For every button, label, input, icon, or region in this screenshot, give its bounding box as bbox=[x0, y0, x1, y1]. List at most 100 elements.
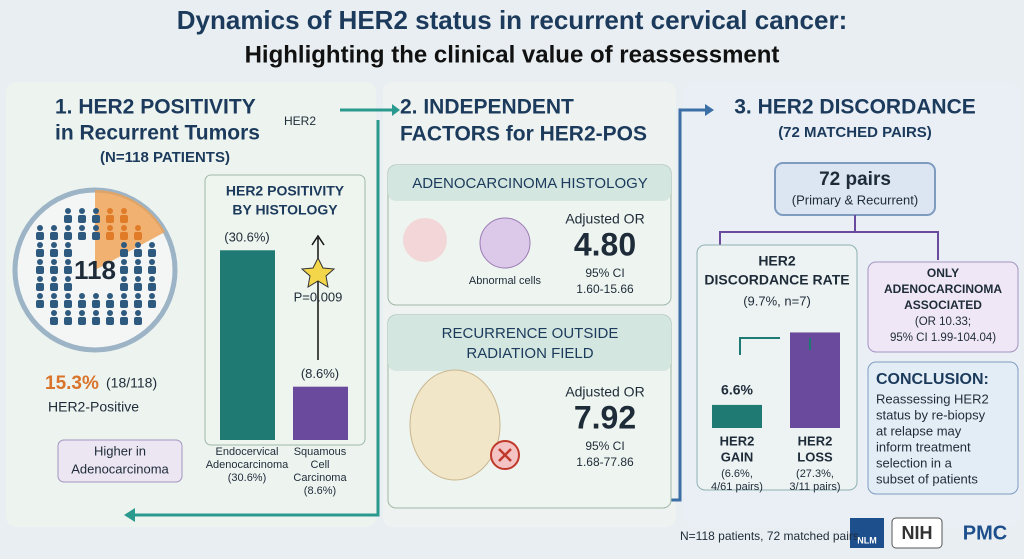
logo: NLM bbox=[857, 535, 877, 545]
person-icon bbox=[64, 249, 72, 257]
person-icon bbox=[65, 242, 71, 248]
person-icon bbox=[92, 215, 100, 223]
person-icon bbox=[135, 293, 141, 299]
or-label: Adjusted OR bbox=[565, 384, 644, 400]
person-icon bbox=[65, 276, 71, 282]
person-icon bbox=[79, 310, 85, 316]
heading: (72 MATCHED PAIRS) bbox=[778, 124, 932, 141]
person-icon bbox=[135, 276, 141, 282]
logo-box bbox=[850, 518, 884, 548]
footer-note: N=118 patients, 72 matched pairs bbox=[680, 529, 859, 543]
person-icon bbox=[51, 293, 57, 299]
person-icon bbox=[121, 259, 127, 265]
total: 118 bbox=[74, 255, 116, 285]
chart-title: BY HISTOLOGY bbox=[232, 202, 338, 218]
connector bbox=[719, 215, 939, 260]
conclusion-text: at relapse may bbox=[876, 423, 962, 438]
person-icon bbox=[78, 317, 86, 325]
person-icon bbox=[135, 259, 141, 265]
person-icon bbox=[64, 283, 72, 291]
or-value: 4.80 bbox=[574, 226, 636, 262]
person-icon bbox=[148, 300, 156, 308]
person-icon bbox=[36, 283, 44, 291]
heading: (N=118 PATIENTS) bbox=[100, 149, 230, 166]
person-icon bbox=[37, 259, 43, 265]
person-icon bbox=[78, 300, 86, 308]
ci: 1.68-77.86 bbox=[576, 455, 634, 469]
person-icon bbox=[149, 293, 155, 299]
person-icon bbox=[120, 283, 128, 291]
pelvis-icon bbox=[409, 369, 501, 481]
person-icon bbox=[121, 276, 127, 282]
connector bbox=[739, 337, 811, 355]
person-icon bbox=[120, 215, 128, 223]
person-icon bbox=[135, 242, 141, 248]
person-icon bbox=[135, 310, 141, 316]
adeno-text: (OR 10.33; bbox=[915, 316, 971, 328]
group-name: HER2 bbox=[798, 433, 833, 448]
person-icon bbox=[120, 317, 128, 325]
conclusion-text: selection in a bbox=[876, 455, 953, 470]
or-value: 7.92 bbox=[574, 399, 636, 435]
category-label: (30.6%) bbox=[228, 472, 267, 484]
person-icon bbox=[134, 300, 142, 308]
bar bbox=[790, 332, 840, 428]
ci-label: 95% CI bbox=[585, 439, 624, 453]
person-icon bbox=[79, 225, 85, 231]
cells-icon bbox=[479, 217, 531, 269]
category-label: (8.6%) bbox=[304, 485, 336, 497]
group-detail: (6.6%, bbox=[721, 468, 753, 480]
person-icon bbox=[65, 208, 71, 214]
value-label: (8.6%) bbox=[301, 366, 339, 381]
adeno-text: ONLY bbox=[927, 266, 959, 280]
group-name: HER2 bbox=[720, 433, 755, 448]
person-icon bbox=[120, 232, 128, 240]
person-icon bbox=[50, 283, 58, 291]
icon-label: HER2 bbox=[284, 114, 316, 128]
person-icon bbox=[106, 232, 114, 240]
person-icon bbox=[65, 259, 71, 265]
person-icon bbox=[92, 317, 100, 325]
person-icon bbox=[79, 208, 85, 214]
factor-title: ADENOCARCINOMA HISTOLOGY bbox=[412, 175, 648, 192]
arrow-head bbox=[705, 104, 714, 116]
arrow-head bbox=[392, 104, 400, 116]
heading: in Recurrent Tumors bbox=[55, 122, 260, 145]
category-label: Endocervical bbox=[216, 446, 279, 458]
person-icon bbox=[121, 310, 127, 316]
person-icon bbox=[121, 293, 127, 299]
conclusion-text: Reassessing HER2 bbox=[876, 391, 989, 406]
star bbox=[300, 256, 336, 288]
image-label: Abnormal cells bbox=[469, 275, 542, 287]
p-value: P=0.009 bbox=[294, 289, 343, 304]
person-icon bbox=[36, 232, 44, 240]
person-icon bbox=[50, 232, 58, 240]
conclusion-title: CONCLUSION: bbox=[876, 371, 989, 388]
person-icon bbox=[92, 232, 100, 240]
person-icon bbox=[51, 225, 57, 231]
adeno-text: ADENOCARCINOMA bbox=[884, 282, 1002, 296]
person-icon bbox=[148, 283, 156, 291]
person-icon bbox=[107, 225, 113, 231]
person-icon bbox=[135, 225, 141, 231]
category-label: Squamous bbox=[294, 446, 347, 458]
person-icon bbox=[121, 242, 127, 248]
person-icon bbox=[51, 310, 57, 316]
discordance-box bbox=[696, 244, 858, 491]
callout: Adenocarcinoma bbox=[71, 461, 169, 476]
percent: 15.3% bbox=[45, 373, 99, 394]
person-icon bbox=[121, 225, 127, 231]
x-icon bbox=[498, 448, 512, 462]
person-icon bbox=[134, 249, 142, 257]
category-label: Adenocarcinoma bbox=[206, 459, 289, 471]
person-icon bbox=[93, 225, 99, 231]
person-icon bbox=[51, 276, 57, 282]
person-icon bbox=[65, 225, 71, 231]
person-icon bbox=[106, 300, 114, 308]
person-icon bbox=[149, 242, 155, 248]
person-icon bbox=[134, 232, 142, 240]
category-label: Cell bbox=[311, 459, 330, 471]
category-label: Carcinoma bbox=[293, 472, 347, 484]
group-name: LOSS bbox=[797, 449, 833, 464]
